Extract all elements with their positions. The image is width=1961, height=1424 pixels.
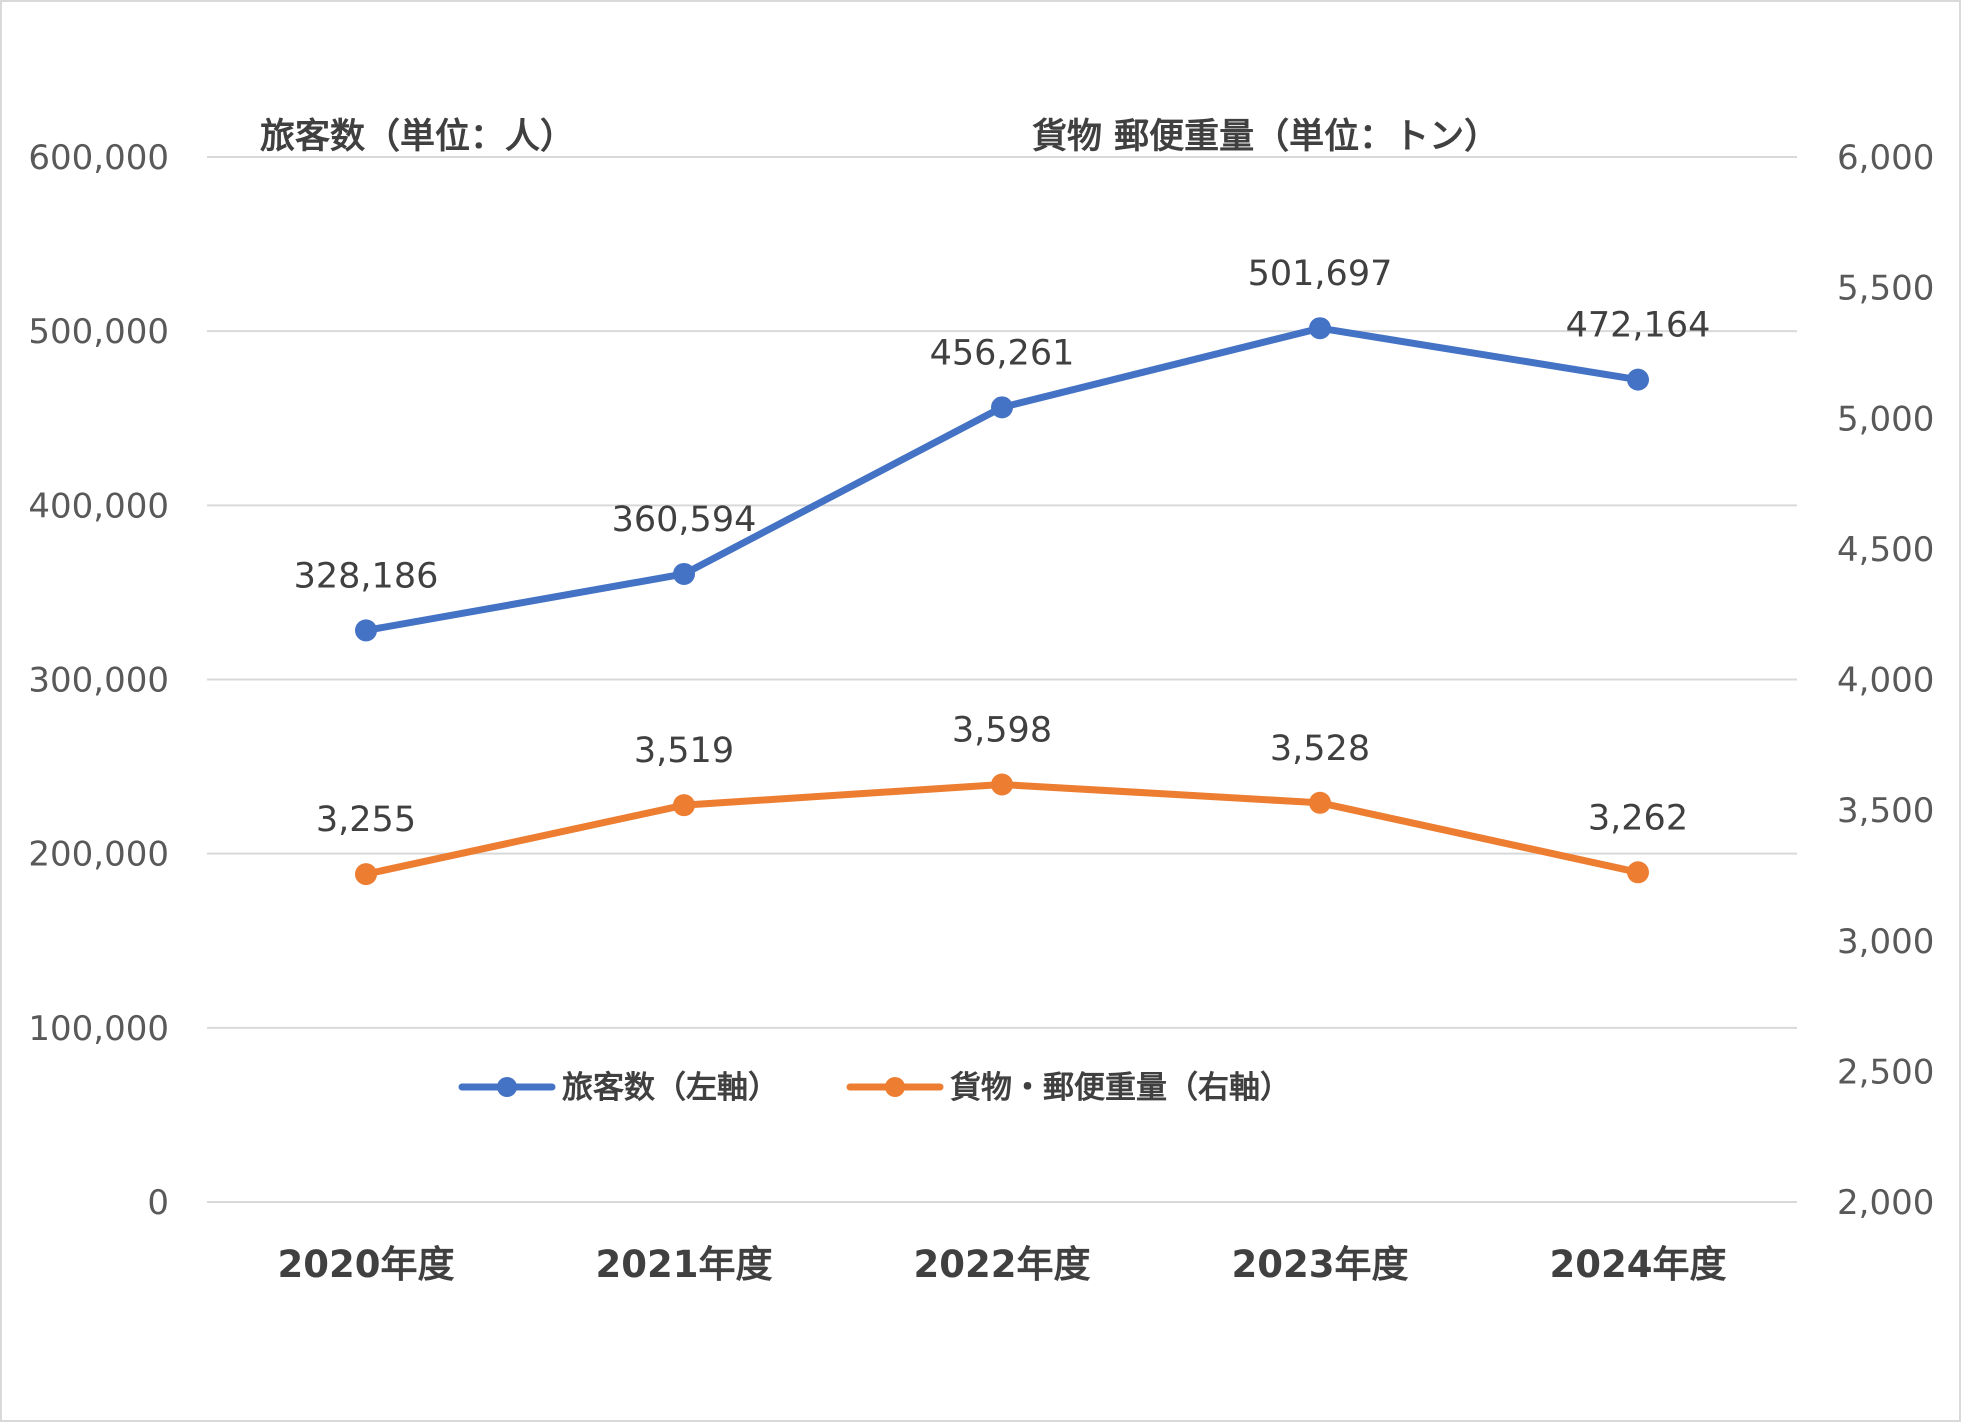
legend-label: 貨物・郵便重量（右軸） bbox=[950, 1070, 1291, 1106]
series-line bbox=[362, 781, 1642, 878]
right-axis-ticks: 2,000 2,500 3,000 3,500 4,000 4,500 5,000 5,500… bbox=[1837, 138, 1934, 1223]
x-tick-label: 2020年度 bbox=[278, 1243, 455, 1286]
series-1: 328,186 360,594 456,261 501,697 472,164 bbox=[294, 254, 1711, 642]
data-point bbox=[355, 863, 377, 886]
legend-swatch-marker bbox=[885, 1077, 905, 1097]
x-tick-label: 2022年度 bbox=[914, 1243, 1091, 1286]
left-tick-label: 500,000 bbox=[28, 312, 169, 352]
data-point bbox=[673, 794, 695, 817]
left-tick-label: 600,000 bbox=[28, 138, 169, 178]
gridlines bbox=[207, 156, 1797, 1203]
legend-item-2: 貨物・郵便重量（右軸） bbox=[846, 1070, 1291, 1106]
left-tick-label: 200,000 bbox=[28, 835, 169, 875]
right-tick-label: 3,500 bbox=[1837, 791, 1934, 831]
left-axis-ticks: 0 100,000 200,000 300,000 400,000 500,000 600,… bbox=[28, 138, 169, 1223]
series-line bbox=[362, 324, 1642, 634]
right-tick-label: 6,000 bbox=[1837, 138, 1934, 178]
right-tick-label: 3,000 bbox=[1837, 922, 1934, 962]
right-tick-label: 4,000 bbox=[1837, 661, 1934, 701]
data-label: 3,598 bbox=[952, 711, 1052, 751]
data-point bbox=[355, 619, 377, 642]
data-point bbox=[1627, 861, 1649, 884]
right-tick-label: 2,000 bbox=[1837, 1183, 1934, 1223]
right-tick-label: 5,000 bbox=[1837, 399, 1934, 439]
data-label: 3,519 bbox=[634, 731, 734, 771]
legend: 旅客数（左軸） 貨物・郵便重量（右軸） bbox=[458, 1070, 1291, 1106]
x-axis-ticks: 2020年度 2021年度 2022年度 2023年度 2024年度 bbox=[278, 1243, 1727, 1286]
data-point bbox=[1627, 368, 1649, 391]
legend-label: 旅客数（左軸） bbox=[562, 1070, 779, 1106]
series-layer: 328,186 360,594 456,261 501,697 472,164 3,255… bbox=[294, 254, 1711, 886]
x-tick-label: 2024年度 bbox=[1550, 1243, 1727, 1286]
data-label: 501,697 bbox=[1248, 254, 1393, 294]
data-point bbox=[1309, 317, 1331, 340]
data-point bbox=[1309, 791, 1331, 814]
data-label: 3,255 bbox=[316, 800, 416, 840]
left-tick-label: 300,000 bbox=[28, 661, 169, 701]
x-tick-label: 2023年度 bbox=[1232, 1243, 1409, 1286]
data-label: 472,164 bbox=[1566, 306, 1711, 346]
left-tick-label: 0 bbox=[147, 1183, 169, 1223]
data-label: 456,261 bbox=[930, 333, 1075, 373]
series-2: 3,255 3,519 3,598 3,528 3,262 bbox=[316, 711, 1688, 886]
data-label: 3,528 bbox=[1270, 729, 1370, 769]
legend-swatch-marker bbox=[497, 1077, 517, 1097]
right-axis-title: 貨物 郵便重量（単位：トン） bbox=[1032, 117, 1499, 157]
right-tick-label: 2,500 bbox=[1837, 1052, 1934, 1092]
data-point bbox=[991, 773, 1013, 796]
left-tick-label: 100,000 bbox=[28, 1009, 169, 1049]
x-tick-label: 2021年度 bbox=[596, 1243, 773, 1286]
data-label: 328,186 bbox=[294, 556, 439, 596]
right-tick-label: 4,500 bbox=[1837, 530, 1934, 570]
legend-item-1: 旅客数（左軸） bbox=[458, 1070, 779, 1106]
right-tick-label: 5,500 bbox=[1837, 269, 1934, 309]
data-label: 360,594 bbox=[612, 500, 757, 540]
data-label: 3,262 bbox=[1588, 798, 1688, 838]
data-point bbox=[673, 562, 695, 585]
data-point bbox=[991, 396, 1013, 419]
left-axis-title: 旅客数（単位：人） bbox=[260, 116, 575, 157]
left-tick-label: 400,000 bbox=[28, 486, 169, 526]
